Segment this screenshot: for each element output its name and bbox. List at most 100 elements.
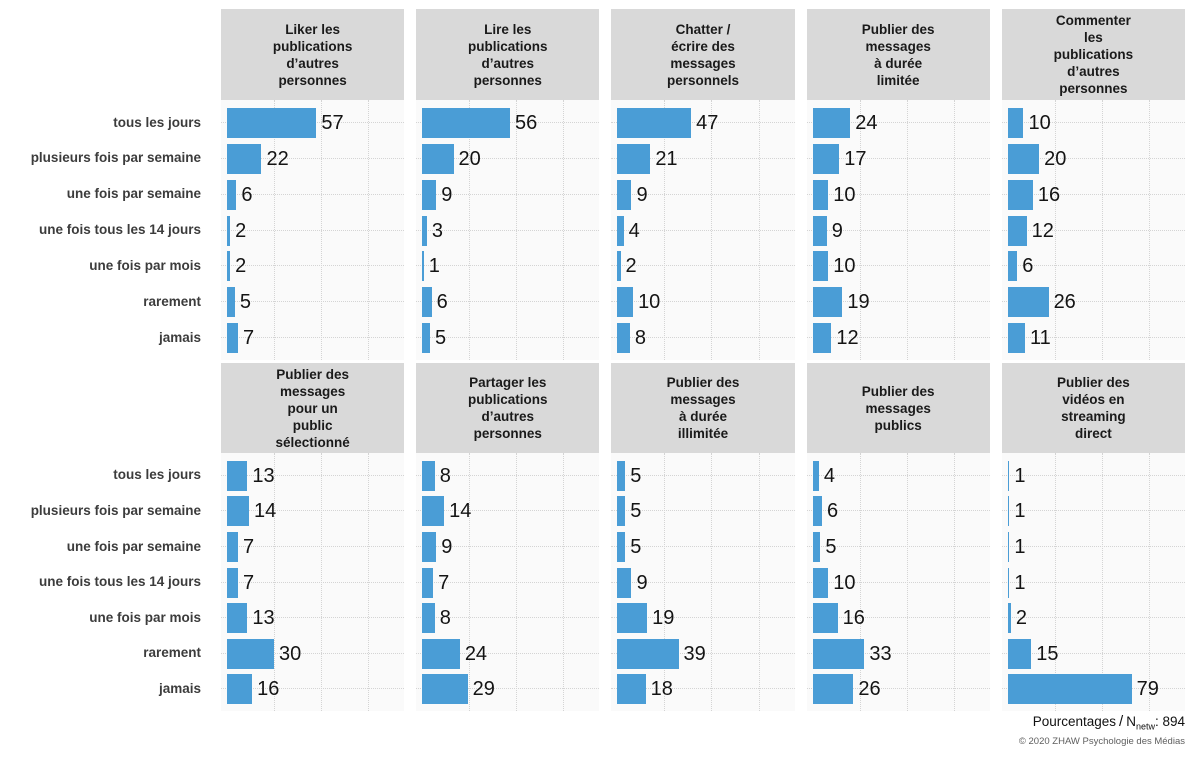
bar-track: 14 (422, 496, 599, 527)
bar-value-label: 14 (253, 500, 277, 523)
bar-track: 26 (812, 674, 990, 705)
bar-row: 5 (416, 320, 600, 356)
bar-track: 12 (1007, 215, 1185, 246)
category-label: une fois par mois (89, 257, 201, 273)
bar-row: 39 (611, 636, 795, 672)
bar-track: 5 (617, 531, 794, 562)
bar (1007, 323, 1026, 354)
category-label: une fois par mois (89, 609, 201, 625)
bar-value-label: 20 (1044, 147, 1067, 170)
bar-track: 16 (1007, 179, 1185, 210)
bar-value-label: 2 (625, 255, 637, 278)
bar (227, 251, 231, 282)
category-labels-column: tous les jours plusieurs fois par semaine… (0, 100, 209, 360)
bar-row: 57 (221, 105, 405, 141)
bar-row: 10 (806, 248, 991, 284)
bar-value-label: 6 (241, 183, 253, 206)
bar-row: 6 (806, 494, 991, 530)
bar-value-label: 13 (252, 464, 275, 487)
category-label: une fois par semaine (66, 186, 201, 202)
bar-track: 12 (812, 323, 990, 354)
facet-strip: Publier des vidéos en streaming direct (1001, 363, 1185, 453)
category-label: une fois tous les 14 jours (38, 222, 201, 238)
bar-row: 20 (1001, 141, 1186, 177)
bar-value-label: 5 (435, 327, 447, 350)
bar (617, 460, 626, 491)
bar-track: 20 (422, 143, 599, 174)
facet-strip: Publier des messages publics (806, 363, 990, 453)
bar-track: 24 (812, 107, 990, 138)
bar-row: 5 (611, 458, 795, 494)
bar (227, 287, 235, 318)
bar-track: 15 (1007, 638, 1185, 669)
bar (227, 179, 237, 210)
bar-track: 79 (1007, 674, 1185, 705)
bar-row: 22 (221, 141, 405, 177)
bar-row: 8 (416, 458, 600, 494)
bar-value-label: 5 (825, 535, 837, 558)
bar-row: 16 (221, 671, 405, 707)
bar (422, 460, 435, 491)
bar (422, 638, 460, 669)
facet-panel: 10 20 16 12 6 26 11 (1001, 100, 1186, 360)
bar (1007, 143, 1040, 174)
bar-track: 16 (812, 603, 990, 634)
bar-row: 26 (806, 671, 991, 707)
facet-strip: Liker les publications d’autres personne… (221, 9, 405, 100)
bar-row: 9 (611, 177, 795, 213)
bar-track: 8 (617, 323, 794, 354)
bar-value-label: 16 (1037, 183, 1061, 206)
bar (1007, 107, 1024, 138)
bar-value-label: 3 (431, 219, 443, 242)
bar (422, 251, 424, 282)
bar-track: 4 (617, 215, 794, 246)
bar-row: 12 (806, 320, 991, 356)
bar (617, 287, 634, 318)
bar (617, 143, 651, 174)
facet-panel: 24 17 10 9 10 19 12 (806, 100, 991, 360)
bar-value-label: 5 (630, 535, 642, 558)
bar-value-label: 21 (655, 147, 678, 170)
category-label: une fois tous les 14 jours (38, 574, 201, 590)
bar (227, 496, 249, 527)
bar-track: 10 (812, 567, 990, 598)
bar-track: 6 (1007, 251, 1185, 282)
bar (812, 179, 829, 210)
facet-strip: Partager les publications d’autres perso… (416, 363, 600, 453)
facet-strip: Commenter les publications d’autres pers… (1001, 9, 1185, 100)
facet-title: Liker les publications d’autres personne… (272, 21, 353, 88)
bar (1007, 567, 1010, 598)
bar-row: 14 (221, 494, 405, 530)
bar-row: 10 (806, 565, 991, 601)
bar-track: 9 (617, 567, 794, 598)
bar (422, 107, 510, 138)
bar-value-label: 1 (428, 255, 440, 278)
bar-track: 10 (617, 287, 794, 318)
facet-title: Publier des messages pour un public séle… (275, 366, 350, 450)
facet-strip: Publier des messages pour un public séle… (221, 363, 405, 453)
bar (227, 674, 253, 705)
category-label: une fois par semaine (66, 538, 201, 554)
bar-row: 24 (416, 636, 600, 672)
bar (227, 567, 238, 598)
bar-track: 2 (617, 251, 794, 282)
footer-slash: / (1119, 713, 1124, 730)
bar-track: 56 (422, 107, 599, 138)
bar-value-label: 56 (515, 111, 538, 134)
footer-n-subscript: netw (1135, 721, 1155, 732)
facet-panel: 13 14 7 7 13 30 16 (221, 453, 405, 711)
category-label: tous les jours (113, 467, 201, 483)
bar-row: 7 (221, 529, 405, 565)
bar (227, 215, 231, 246)
bar (812, 287, 843, 318)
bar (1007, 215, 1027, 246)
bar-track: 1 (1007, 460, 1185, 491)
category-label: plusieurs fois par semaine (30, 502, 201, 518)
bar-track: 19 (812, 287, 990, 318)
footer-n-value: : 894 (1154, 714, 1185, 729)
bar-row: 13 (221, 458, 405, 494)
bar (227, 531, 238, 562)
bar (812, 567, 829, 598)
bar-track: 8 (422, 460, 599, 491)
bar (617, 107, 692, 138)
